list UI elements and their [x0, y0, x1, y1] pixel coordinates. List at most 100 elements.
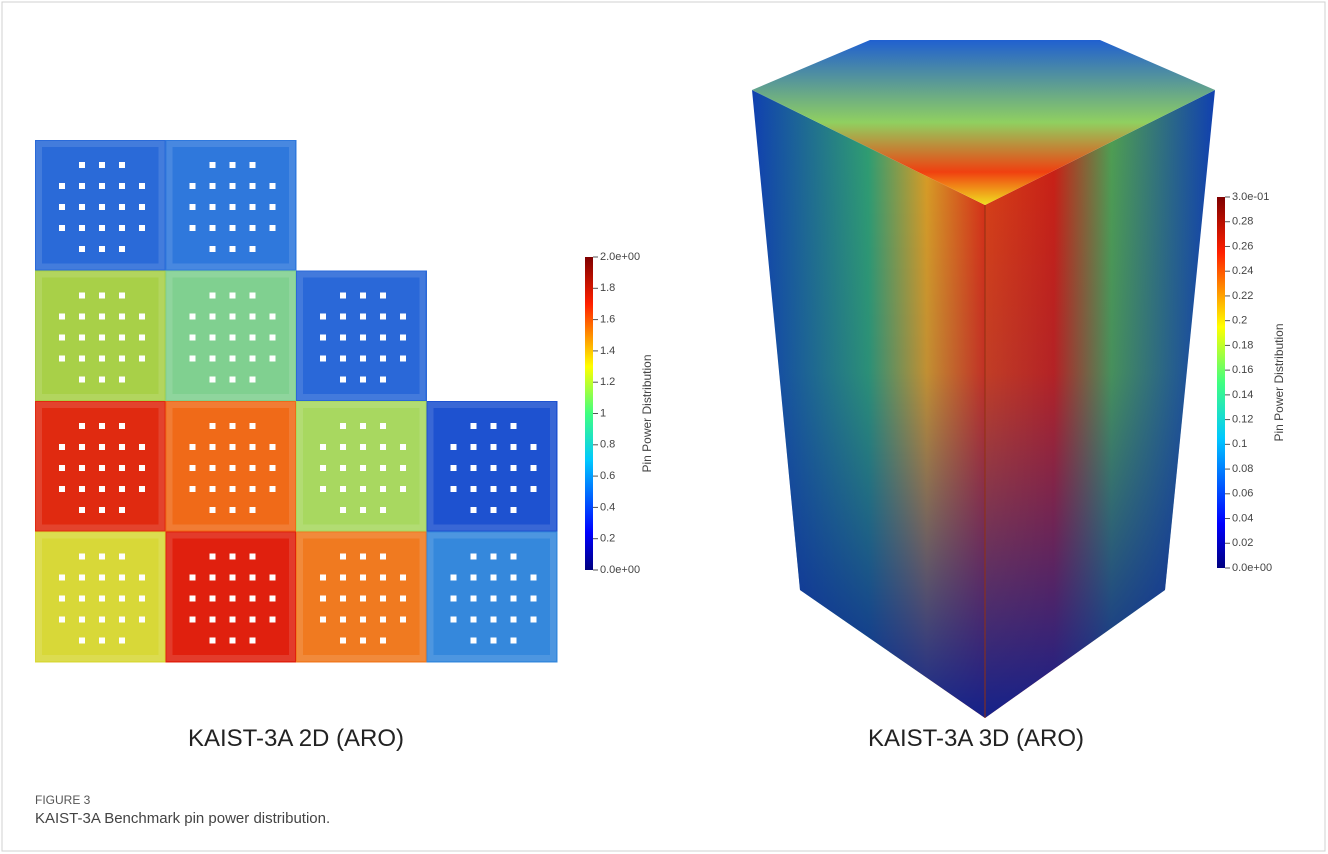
pin: [250, 554, 256, 560]
pin: [210, 246, 216, 252]
pin: [119, 314, 125, 320]
pin: [119, 162, 125, 168]
pin: [190, 314, 196, 320]
colorbar-tick-label: 0.0e+00: [1232, 562, 1272, 574]
pin: [250, 465, 256, 471]
pin: [250, 356, 256, 362]
pin: [210, 377, 216, 383]
pin: [210, 486, 216, 492]
pin: [491, 423, 497, 429]
pin: [250, 377, 256, 383]
pin: [250, 444, 256, 450]
pin: [451, 617, 457, 623]
pin: [119, 204, 125, 210]
pin: [511, 638, 517, 644]
pin: [320, 617, 326, 623]
colorbar-2d: 0.0e+000.20.40.60.811.21.41.61.82.0e+00P…: [585, 251, 654, 576]
pin: [380, 465, 386, 471]
pin: [380, 377, 386, 383]
pin: [320, 486, 326, 492]
pin: [79, 507, 85, 513]
pin: [340, 596, 346, 602]
figure-caption: KAIST-3A Benchmark pin power distributio…: [35, 810, 330, 827]
pin: [99, 617, 105, 623]
pin: [471, 486, 477, 492]
pin: [250, 507, 256, 513]
pin: [79, 423, 85, 429]
pin: [210, 617, 216, 623]
colorbar-tick-label: 0.4: [600, 501, 615, 513]
pin: [250, 293, 256, 299]
pin: [99, 335, 105, 341]
pin: [531, 596, 537, 602]
pin: [340, 554, 346, 560]
pin: [190, 204, 196, 210]
pin: [230, 335, 236, 341]
pin: [230, 162, 236, 168]
pin: [99, 486, 105, 492]
pin: [491, 507, 497, 513]
pin: [320, 444, 326, 450]
pin: [511, 507, 517, 513]
pin: [270, 465, 276, 471]
pin: [99, 225, 105, 231]
pin: [380, 356, 386, 362]
pin: [210, 507, 216, 513]
pin: [230, 183, 236, 189]
pin: [59, 486, 65, 492]
pin: [79, 293, 85, 299]
pin: [340, 314, 346, 320]
pin: [491, 638, 497, 644]
pin: [230, 246, 236, 252]
map-3d: [752, 40, 1215, 718]
colorbar-tick-label: 1.8: [600, 282, 615, 294]
pin: [190, 225, 196, 231]
pin: [250, 617, 256, 623]
pin: [210, 356, 216, 362]
pin: [119, 183, 125, 189]
pin: [400, 465, 406, 471]
pin: [360, 335, 366, 341]
pin: [59, 225, 65, 231]
pin: [360, 507, 366, 513]
pin: [360, 377, 366, 383]
pin: [250, 486, 256, 492]
pin: [360, 554, 366, 560]
pin: [270, 596, 276, 602]
pin: [99, 314, 105, 320]
pin: [99, 575, 105, 581]
pin: [270, 183, 276, 189]
pin: [190, 575, 196, 581]
pin: [270, 444, 276, 450]
pin: [531, 465, 537, 471]
pin: [471, 465, 477, 471]
panel-title: KAIST-3A 3D (ARO): [868, 725, 1084, 752]
pin: [59, 617, 65, 623]
pin: [340, 575, 346, 581]
pin: [360, 486, 366, 492]
pin: [360, 423, 366, 429]
pin: [320, 596, 326, 602]
pin: [270, 225, 276, 231]
pin: [471, 638, 477, 644]
figure: 0.0e+000.20.40.60.811.21.41.61.82.0e+00P…: [0, 0, 1328, 854]
pin: [230, 617, 236, 623]
pin: [451, 444, 457, 450]
pin: [79, 575, 85, 581]
pin: [79, 335, 85, 341]
pin: [400, 335, 406, 341]
colorbar-tick-label: 0.24: [1232, 265, 1253, 277]
pin: [250, 423, 256, 429]
pin: [190, 183, 196, 189]
pin: [99, 246, 105, 252]
pin: [99, 423, 105, 429]
colorbar-tick-label: 0.6: [600, 470, 615, 482]
pin: [119, 335, 125, 341]
pin: [360, 314, 366, 320]
pin: [139, 617, 145, 623]
pin: [79, 225, 85, 231]
pin: [210, 596, 216, 602]
pin: [491, 617, 497, 623]
pin: [340, 444, 346, 450]
pin: [210, 575, 216, 581]
